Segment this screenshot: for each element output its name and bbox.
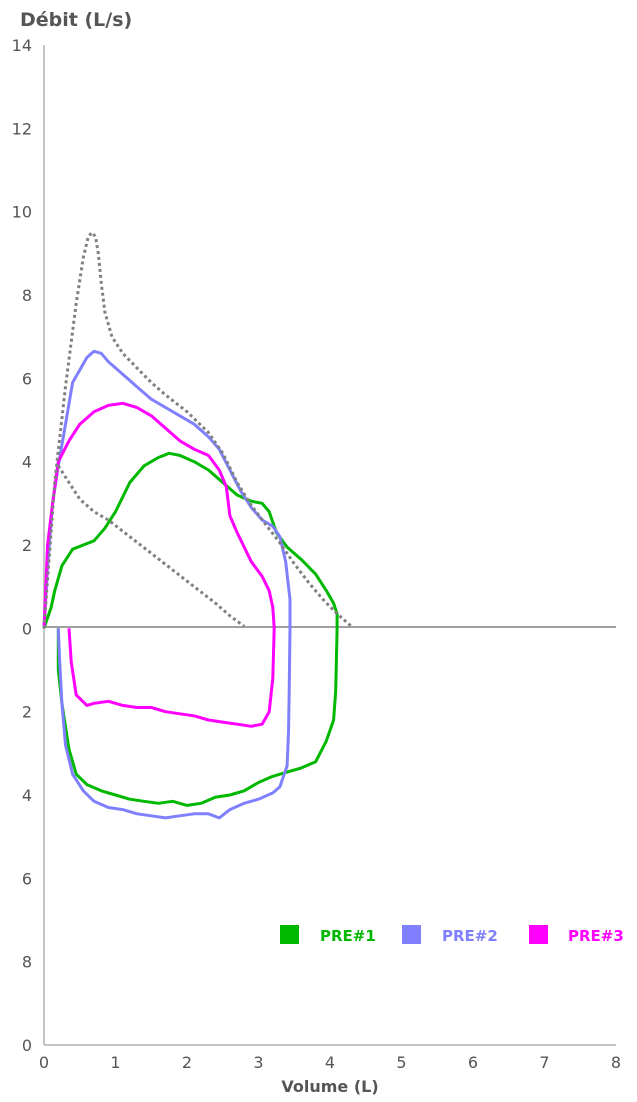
- y-tick-label: 2: [22, 536, 32, 555]
- x-tick-label: 2: [182, 1053, 192, 1072]
- y-axis-label: Débit (L/s): [20, 9, 132, 31]
- x-tick-label: 6: [468, 1053, 478, 1072]
- y-tick-label: 4: [22, 453, 32, 472]
- reference-curve-3: [42, 231, 353, 629]
- y-tick-labels: 14 12 10 8 6 4 2 0 2 4 6 8 0: [12, 36, 32, 1055]
- legend-swatch-pre3: [529, 925, 548, 944]
- series-line-pre3: [42, 401, 276, 728]
- x-tick-label: 8: [611, 1053, 621, 1072]
- legend: PRE#1 PRE#2 PRE#3: [280, 925, 624, 945]
- x-axis-label: Volume (L): [281, 1077, 378, 1096]
- y-tick-label: 14: [12, 36, 32, 55]
- y-tick-label: 12: [12, 119, 32, 138]
- y-tick-label: 8: [22, 286, 32, 305]
- y-tick-label: 8: [22, 953, 32, 972]
- x-tick-label: 7: [539, 1053, 549, 1072]
- legend-label-pre3: PRE#3: [568, 927, 624, 945]
- legend-label-pre2: PRE#2: [442, 927, 498, 945]
- series-line-pre1: [42, 451, 339, 807]
- series-layer: [42, 231, 353, 820]
- x-tick-label: 1: [110, 1053, 120, 1072]
- y-tick-label: 0: [22, 619, 32, 638]
- y-tick-label: 0: [22, 1036, 32, 1055]
- legend-swatch-pre2: [402, 925, 421, 944]
- y-tick-label: 6: [22, 369, 32, 388]
- y-tick-label: 4: [22, 786, 32, 805]
- x-tick-label: 3: [253, 1053, 263, 1072]
- y-tick-label: 10: [12, 203, 32, 222]
- legend-swatch-pre1: [280, 925, 299, 944]
- x-tick-label: 5: [396, 1053, 406, 1072]
- legend-label-pre1: PRE#1: [320, 927, 376, 945]
- x-tick-label: 0: [39, 1053, 49, 1072]
- series-line-pre2: [42, 349, 292, 820]
- reference-curve-4: [57, 464, 246, 628]
- y-tick-label: 2: [22, 703, 32, 722]
- x-tick-labels: 0 1 2 3 4 5 6 7 8: [39, 1053, 621, 1072]
- y-tick-label: 6: [22, 869, 32, 888]
- x-tick-label: 4: [325, 1053, 335, 1072]
